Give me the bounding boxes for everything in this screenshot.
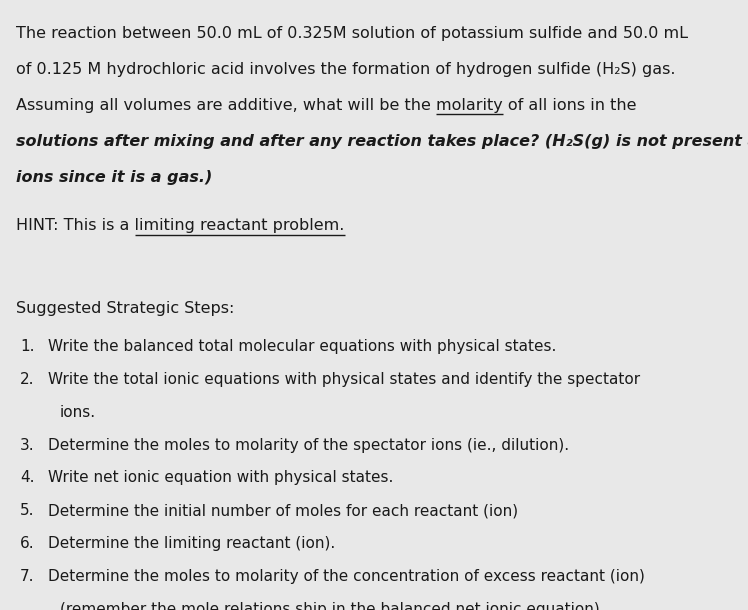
Text: Determine the moles to molarity of the concentration of excess reactant (ion): Determine the moles to molarity of the c… [48,569,645,584]
Text: HINT: This is a limiting reactant problem.: HINT: This is a limiting reactant proble… [16,218,345,233]
Text: 5.: 5. [20,503,34,518]
Text: 7.: 7. [20,569,34,584]
Text: Write the balanced total molecular equations with physical states.: Write the balanced total molecular equat… [48,339,557,354]
Text: Determine the limiting reactant (ion).: Determine the limiting reactant (ion). [48,536,335,551]
Text: Determine the initial number of moles for each reactant (ion): Determine the initial number of moles fo… [48,503,518,518]
Text: ions since it is a gas.): ions since it is a gas.) [16,170,213,185]
Text: (remember the mole relations ship in the balanced net ionic equation).: (remember the mole relations ship in the… [60,602,604,610]
Text: 1.: 1. [20,339,34,354]
Text: Write the total ionic equations with physical states and identify the spectator: Write the total ionic equations with phy… [48,371,640,387]
Text: solutions after mixing and after any reaction takes place? (H₂S(g) is not presen: solutions after mixing and after any rea… [16,134,748,149]
Text: 4.: 4. [20,470,34,486]
Text: ions.: ions. [60,404,96,420]
Text: of 0.125 M hydrochloric acid involves the formation of hydrogen sulfide (H₂S) ga: of 0.125 M hydrochloric acid involves th… [16,62,676,77]
Text: The reaction between 50.0 mL of 0.325M solution of potassium sulfide and 50.0 mL: The reaction between 50.0 mL of 0.325M s… [16,26,688,41]
Text: Suggested Strategic Steps:: Suggested Strategic Steps: [16,301,235,316]
Text: 6.: 6. [20,536,35,551]
Text: Write net ionic equation with physical states.: Write net ionic equation with physical s… [48,470,393,486]
Text: 2.: 2. [20,371,34,387]
Text: Determine the moles to molarity of the spectator ions (ie., dilution).: Determine the moles to molarity of the s… [48,437,569,453]
Text: Assuming all volumes are additive, what will be the molarity of all ions in the: Assuming all volumes are additive, what … [16,98,637,113]
Text: 3.: 3. [20,437,35,453]
